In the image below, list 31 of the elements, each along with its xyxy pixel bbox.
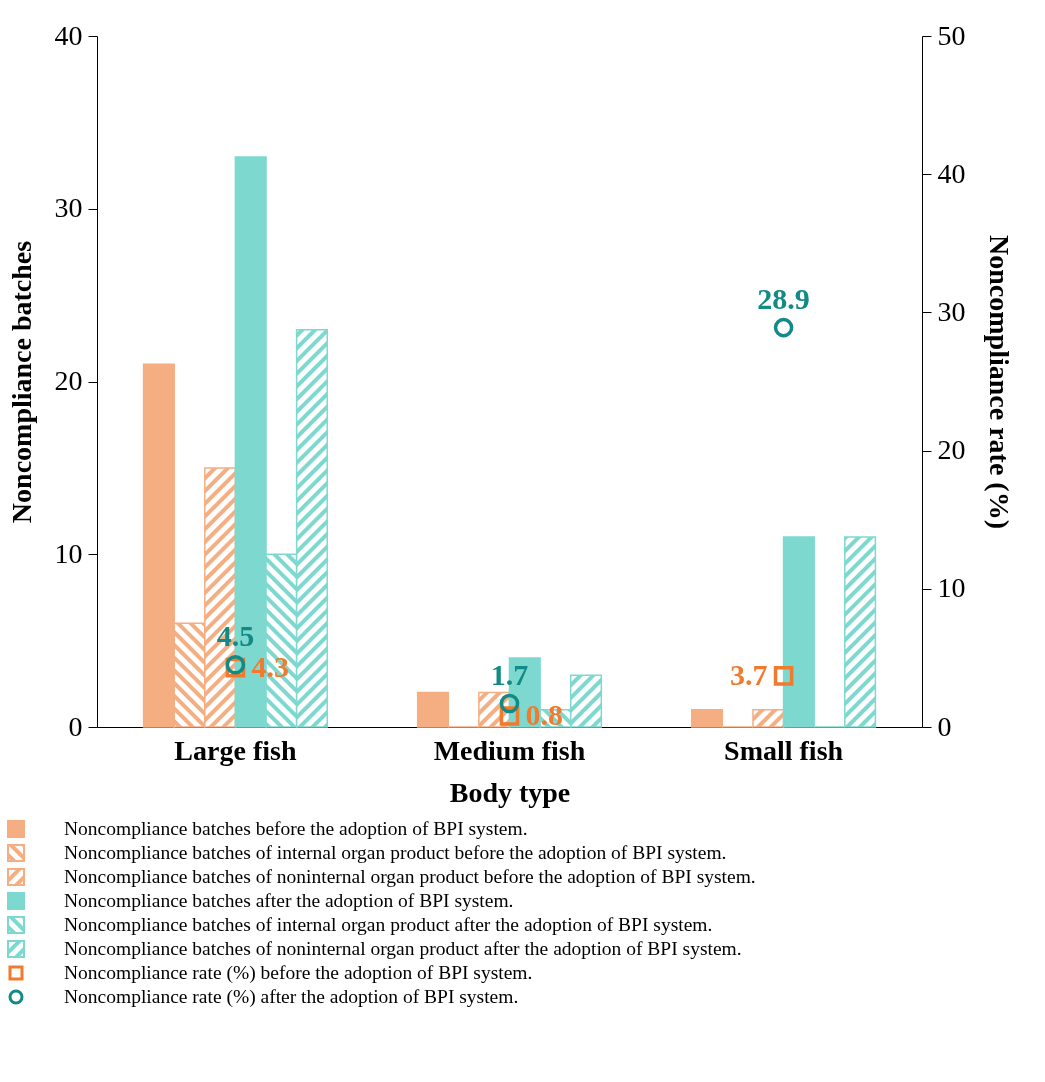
data-label: 28.9 bbox=[757, 281, 810, 315]
legend-label: Noncompliance batches of internal organ product after the adoption of BPI system. bbox=[64, 914, 713, 936]
legend-label: Noncompliance batches of internal organ product before the adoption of BPI system. bbox=[64, 842, 727, 864]
y-tick-label: 30 bbox=[54, 192, 83, 224]
y-tick-label: 40 bbox=[54, 19, 83, 51]
legend-label: Noncompliance batches of noninternal organ product after the adoption of BPI system. bbox=[64, 938, 742, 960]
y2-tick-label: 10 bbox=[937, 572, 966, 604]
x-tick-label: Large fish bbox=[174, 734, 297, 766]
y2-tick-label: 20 bbox=[937, 434, 966, 466]
y2-axis-title: Noncompliance rate (%) bbox=[983, 235, 1015, 529]
legend-label: Noncompliance batches after the adoption of BPI system. bbox=[64, 890, 514, 912]
y-axis-title: Noncompliance batches bbox=[5, 240, 37, 524]
data-label: 3.7 bbox=[730, 657, 768, 691]
legend-label: Noncompliance batches of noninternal organ product before the adoption of BPI system. bbox=[64, 866, 756, 888]
point bbox=[499, 693, 520, 714]
y2-tick-label: 30 bbox=[937, 295, 966, 327]
point bbox=[773, 317, 794, 338]
legend-label: Noncompliance rate (%) before the adoption of BPI system. bbox=[64, 962, 533, 984]
y2-tick-label: 40 bbox=[937, 157, 966, 189]
y2-tick-label: 0 bbox=[937, 710, 952, 742]
point bbox=[773, 666, 794, 686]
x-tick-label: Medium fish bbox=[433, 734, 586, 766]
data-label: 0.8 bbox=[525, 697, 563, 731]
y-tick-label: 0 bbox=[68, 710, 83, 742]
y2-tick-label: 50 bbox=[937, 19, 966, 51]
x-axis-title: Body type bbox=[449, 776, 571, 808]
y-tick-label: 20 bbox=[54, 365, 83, 396]
legend-label: Noncompliance rate (%) after the adoption of BPI system. bbox=[64, 986, 519, 1008]
y-tick-label: 10 bbox=[54, 537, 83, 569]
legend-label: Noncompliance batches before the adoption of BPI system. bbox=[64, 818, 528, 840]
x-tick-label: Small fish bbox=[724, 734, 844, 766]
